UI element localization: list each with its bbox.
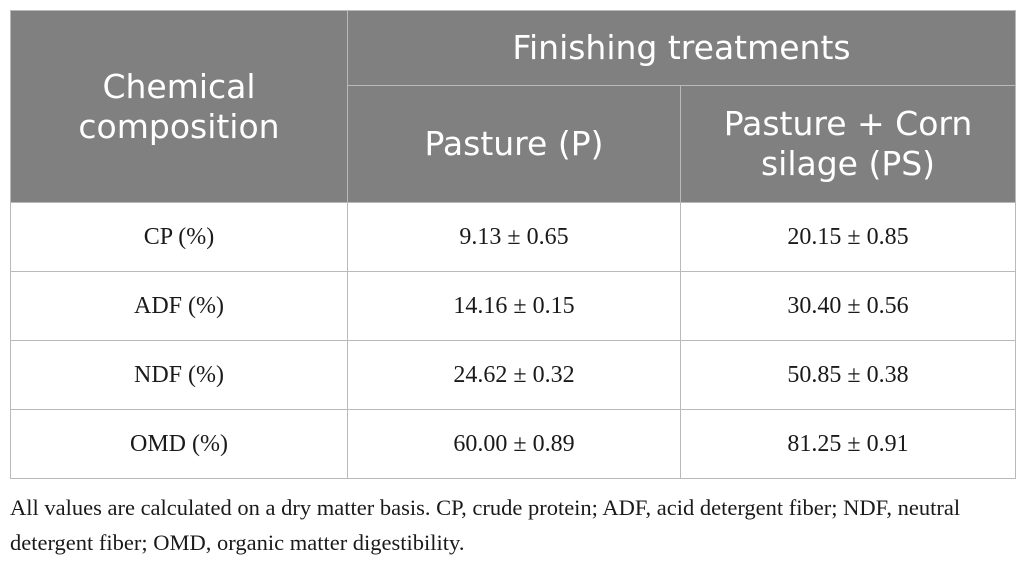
row-label: ADF (%) — [10, 271, 348, 341]
row-label: CP (%) — [10, 202, 348, 272]
cell-pasture-corn-silage: 50.85 ± 0.38 — [679, 340, 1017, 410]
header-pasture-corn-silage: Pasture + Corn silage (PS) — [679, 85, 1017, 203]
table-footnote: All values are calculated on a dry matte… — [10, 495, 961, 555]
header-finishing-treatments: Finishing treatments — [346, 10, 1017, 86]
table-row: OMD (%) 60.00 ± 0.89 81.25 ± 0.91 — [10, 409, 1017, 479]
composition-table-wrapper: Chemical composition Finishing treatment… — [10, 10, 1017, 479]
header-row-top: Chemical composition Finishing treatment… — [10, 10, 1017, 203]
cell-pasture: 24.62 ± 0.32 — [347, 340, 681, 410]
table-row: CP (%) 9.13 ± 0.65 20.15 ± 0.85 — [10, 202, 1017, 272]
composition-table: Chemical composition Finishing treatment… — [10, 10, 1017, 479]
cell-pasture-corn-silage: 20.15 ± 0.85 — [679, 202, 1017, 272]
cell-pasture: 60.00 ± 0.89 — [347, 409, 681, 479]
cell-pasture: 9.13 ± 0.65 — [347, 202, 681, 272]
cell-pasture-corn-silage: 30.40 ± 0.56 — [679, 271, 1017, 341]
table-row: NDF (%) 24.62 ± 0.32 50.85 ± 0.38 — [10, 340, 1017, 410]
header-row-sub: Pasture (P) Pasture + Corn silage (PS) — [11, 85, 1017, 203]
table-row: ADF (%) 14.16 ± 0.15 30.40 ± 0.56 — [10, 271, 1017, 341]
header-chemical-composition: Chemical composition — [10, 10, 348, 203]
header-pasture: Pasture (P) — [347, 85, 681, 203]
row-label: NDF (%) — [10, 340, 348, 410]
cell-pasture: 14.16 ± 0.15 — [347, 271, 681, 341]
cell-pasture-corn-silage: 81.25 ± 0.91 — [679, 409, 1017, 479]
row-label: OMD (%) — [10, 409, 348, 479]
